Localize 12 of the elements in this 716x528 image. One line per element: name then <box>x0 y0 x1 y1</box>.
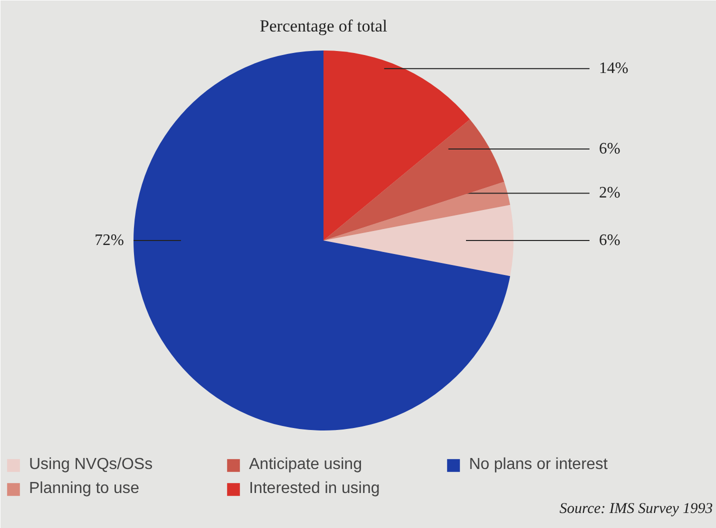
chart-title: Percentage of total <box>260 16 388 36</box>
legend-label: Anticipate using <box>249 456 363 474</box>
legend-label: Using NVQs/OSs <box>29 456 154 474</box>
data-label: 14% <box>599 60 628 78</box>
data-label: 6% <box>599 232 620 249</box>
data-label: 6% <box>599 140 620 158</box>
legend-label: No plans or interest <box>469 456 609 474</box>
source-note: Source: IMS Survey 1993 <box>560 501 713 518</box>
data-label: 72% <box>94 232 124 249</box>
legend-label: Interested in using <box>249 480 381 498</box>
legend-label: Planning to use <box>29 480 140 498</box>
data-label: 2% <box>599 184 620 202</box>
